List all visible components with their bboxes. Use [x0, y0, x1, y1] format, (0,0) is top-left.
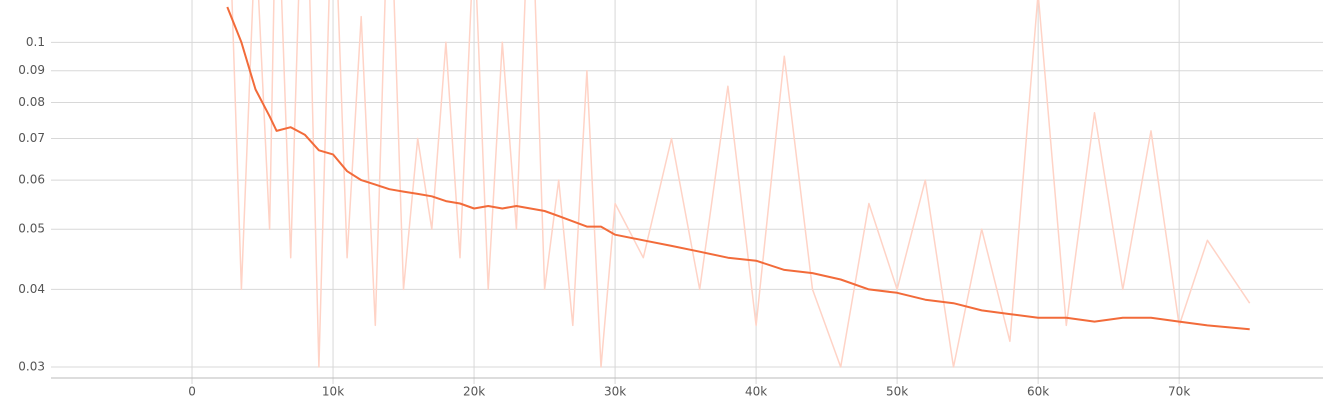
raw-line [231, 0, 1251, 368]
y-tick-label: 0.06 [18, 173, 45, 187]
y-tick-label: 0.1 [26, 35, 45, 49]
y-tick-label: 0.03 [18, 359, 45, 373]
grid [51, 0, 1323, 384]
y-tick-label: 0.07 [18, 131, 45, 145]
plot-area [226, 0, 1251, 368]
x-tick-label: 20k [463, 385, 485, 399]
y-tick-label: 0.04 [18, 282, 45, 296]
tick-labels: 0.03 0.04 0.05 0.06 0.07 0.08 0.09 0.1 0 10k 20k 30… [18, 35, 1190, 399]
y-tick-label: 0.05 [18, 222, 45, 236]
x-tick-label: 0 [188, 385, 196, 399]
smoothed-line [226, 6, 1250, 331]
x-tick-label: 70k [1168, 385, 1190, 399]
y-tick-label: 0.08 [18, 95, 45, 109]
x-tick-label: 10k [322, 385, 344, 399]
x-tick-label: 40k [745, 385, 767, 399]
x-tick-label: 30k [604, 385, 626, 399]
x-tick-label: 50k [886, 385, 908, 399]
x-tick-label: 60k [1027, 385, 1049, 399]
y-tick-label: 0.09 [18, 63, 45, 77]
